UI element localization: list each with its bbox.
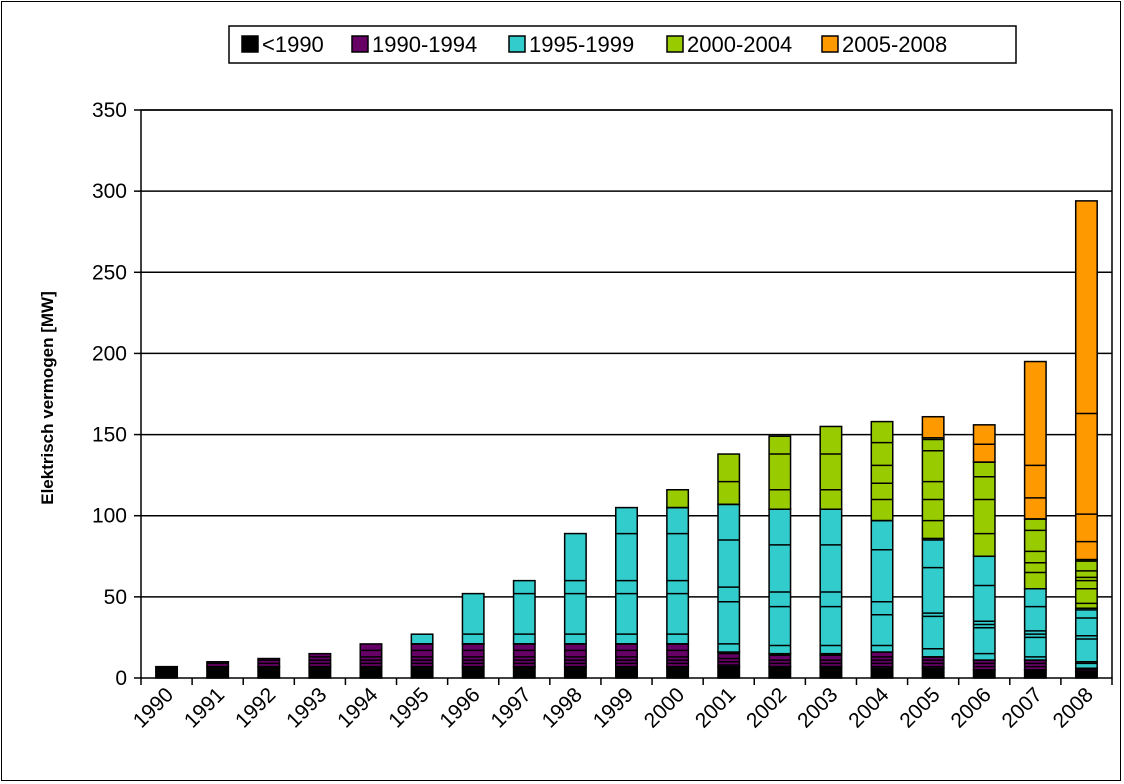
x-tick-label: 2003 — [793, 683, 842, 732]
bar-segment — [768, 665, 792, 679]
y-tick-label: 350 — [92, 99, 127, 122]
bar-segment — [666, 665, 690, 679]
x-tick-label: 2005 — [895, 683, 944, 732]
bar-segment — [768, 435, 792, 510]
y-tick-label: 200 — [92, 342, 127, 365]
bar-segment — [768, 508, 792, 655]
bar-segment — [819, 425, 843, 510]
bar-segment — [972, 424, 996, 463]
bar-segment — [1023, 669, 1047, 679]
legend-swatch — [666, 35, 684, 53]
x-tick-label: 1992 — [231, 683, 280, 732]
legend: <1990 1990-1994 1995-1999 2000-2004 2005-200… — [228, 25, 1017, 64]
bar-segment — [410, 633, 434, 645]
y-tick-labels: 0 50 100 150 200 250 300 350 — [92, 99, 127, 690]
bar-segment — [257, 657, 281, 668]
x-tick-label: 2002 — [742, 683, 791, 732]
y-tick-label: 300 — [92, 180, 127, 203]
bar-segment — [206, 661, 230, 668]
plot-border — [140, 109, 1113, 679]
x-tick-label: 1999 — [589, 683, 638, 732]
bar-segment — [870, 667, 894, 679]
bar-segment — [1023, 518, 1047, 590]
bar-segment — [870, 519, 894, 653]
bar-segment — [410, 665, 434, 679]
legend-label: 1995-1999 — [529, 32, 634, 57]
x-tick-label: 2007 — [998, 683, 1047, 732]
bar-segment — [1074, 558, 1098, 609]
bar-segment — [563, 532, 587, 645]
x-tick-label: 1991 — [180, 683, 229, 732]
x-tick-label: 1990 — [129, 683, 178, 732]
bars — [155, 200, 1098, 679]
y-tick-label: 100 — [92, 505, 127, 528]
bar-segment — [615, 506, 638, 645]
y-tick-label: 50 — [104, 586, 127, 609]
bar-segment — [1023, 659, 1047, 671]
bar-segment — [717, 453, 741, 506]
bar-segment — [512, 665, 536, 679]
x-tick-label: 1997 — [487, 683, 536, 732]
bar-segment — [359, 665, 383, 679]
legend-label: 2000-2004 — [687, 32, 792, 57]
bar-segment — [1023, 587, 1047, 661]
bar-segment — [921, 415, 945, 439]
legend-swatch — [508, 35, 526, 53]
bar-segment — [717, 665, 741, 679]
x-tick-label: 1994 — [333, 683, 383, 733]
bar-segment — [666, 506, 690, 645]
bar-segment — [921, 537, 945, 658]
bar-segment — [563, 665, 587, 679]
x-tick-label: 1995 — [384, 683, 433, 732]
bar-segment — [257, 665, 281, 679]
bar-segment — [921, 437, 945, 540]
legend-swatch — [241, 35, 259, 53]
y-axis-label: Elektrisch vermogen [MW] — [38, 291, 57, 505]
bar-segment — [870, 420, 894, 522]
bar-segment — [819, 665, 843, 679]
legend-label: 2005-2008 — [842, 32, 947, 57]
y-tick-label: 150 — [92, 424, 127, 447]
bar-segment — [819, 508, 843, 655]
x-tick-label: 1996 — [435, 683, 484, 732]
bar-segment — [1023, 360, 1047, 520]
x-tick-labels: 1990 1991 1992 1993 1994 1995 1996 1997 1998 1999… — [129, 683, 1098, 733]
bar-segment — [972, 669, 996, 679]
x-tick-label: 1993 — [282, 683, 331, 732]
bar-segment — [461, 592, 485, 645]
bar-segment — [308, 665, 332, 679]
x-tick-label: 2004 — [844, 683, 894, 733]
bar-segment — [717, 503, 741, 653]
y-tick-label: 0 — [115, 667, 127, 690]
legend-label: <1990 — [262, 32, 324, 57]
x-tick-label: 2008 — [1049, 683, 1098, 732]
legend-label: 1990-1994 — [372, 32, 477, 57]
bar-segment — [461, 665, 485, 679]
bar-segment — [972, 659, 996, 671]
bar-segment — [155, 665, 179, 679]
bar-segment — [206, 665, 230, 679]
x-tick-label: 1998 — [538, 683, 587, 732]
y-tick-label: 250 — [92, 261, 127, 284]
bar-segment — [615, 665, 638, 679]
axes — [134, 109, 1113, 685]
x-tick-label: 2001 — [691, 683, 740, 732]
legend-swatch — [351, 35, 369, 53]
bar-segment — [972, 555, 996, 661]
bar-segment — [1074, 200, 1098, 561]
bar-segment — [359, 643, 383, 668]
bar-segment — [666, 488, 690, 509]
x-tick-label: 2000 — [640, 683, 689, 732]
x-tick-label: 2006 — [946, 683, 995, 732]
legend-swatch — [821, 35, 839, 53]
